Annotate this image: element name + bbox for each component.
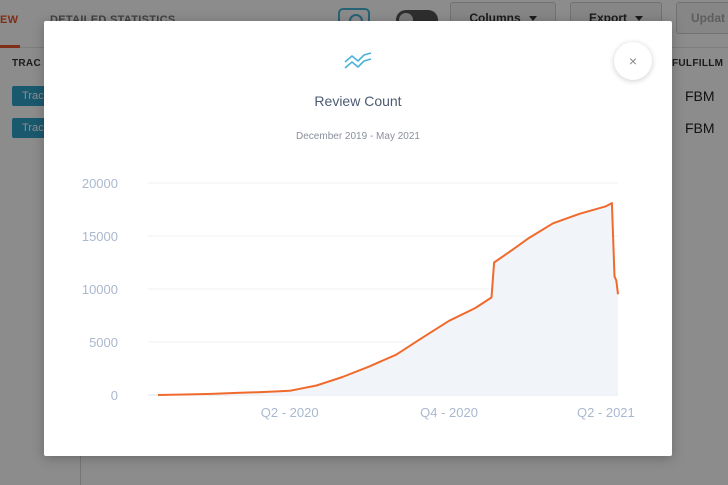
trend-lines-icon <box>344 52 372 69</box>
update-button[interactable]: Updat <box>676 2 728 34</box>
y-tick-label: 15000 <box>82 229 118 244</box>
review-count-modal: Review Count December 2019 - May 2021 × … <box>44 21 672 456</box>
series-line <box>157 202 619 396</box>
x-tick-label: Q2 - 2020 <box>261 405 319 420</box>
y-tick-label: 5000 <box>89 335 118 350</box>
series-area <box>158 203 618 395</box>
x-tick-label: Q4 - 2020 <box>420 405 478 420</box>
y-tick-label: 20000 <box>82 176 118 191</box>
fulfillment-cell: FBM <box>685 88 715 104</box>
active-tab-indicator <box>0 45 20 48</box>
chevron-down-icon <box>528 15 537 21</box>
tab-overview[interactable]: EW <box>0 14 19 26</box>
chevron-down-icon <box>635 15 643 21</box>
modal-date-range: December 2019 - May 2021 <box>296 131 420 142</box>
review-count-chart: 0 5000 10000 15000 20000 Q2 - 2020 Q4 - 2020 Q2… <box>82 176 635 420</box>
column-header-tracked[interactable]: TRAC <box>12 58 41 69</box>
modal-title: Review Count <box>314 93 402 109</box>
y-tick-label: 10000 <box>82 282 118 297</box>
y-tick-label: 0 <box>111 388 118 403</box>
fulfillment-cell: FBM <box>685 120 715 136</box>
column-header-fulfillment[interactable]: FULFILLM <box>672 58 724 69</box>
x-tick-label: Q2 - 2021 <box>577 405 635 420</box>
update-button-label: Updat <box>691 11 725 25</box>
close-icon: × <box>628 53 638 69</box>
close-button[interactable]: × <box>614 42 652 80</box>
